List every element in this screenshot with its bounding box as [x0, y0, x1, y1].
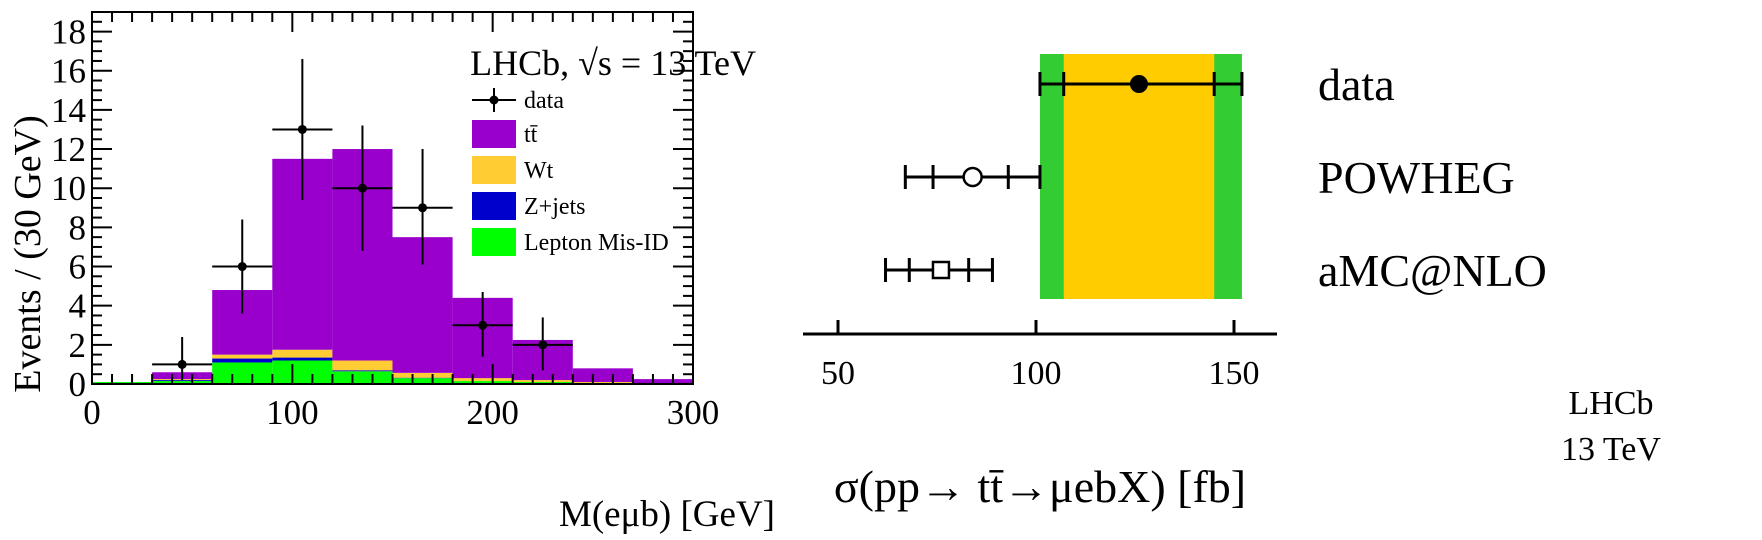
x-tick-label: 0	[83, 393, 101, 432]
y-tick-label: 8	[69, 208, 87, 247]
legend-label-1: Wt	[524, 158, 554, 184]
corner-text-lhcb: LHCb	[1569, 385, 1654, 422]
experiment-annotation: LHCb, √s = 13 TeV	[470, 43, 756, 83]
cross-section-panel: 50 100 150 data POWHEG aMC@NLO σ(pp→ tt̄→μeb…	[803, 54, 1661, 512]
bar-lepton-mis-id-2	[212, 362, 273, 384]
bar-wt-8	[572, 382, 633, 384]
bar-z-jets-4	[332, 370, 393, 372]
legend: data tt̄ Wt Z+jets Lepton Mis-ID	[472, 88, 669, 256]
bar-wt-4	[332, 360, 393, 371]
marker-powheg	[962, 166, 983, 188]
summary-x-tick-label: 100	[1011, 355, 1062, 392]
x-tick-label: 100	[266, 393, 319, 432]
bar-wt-7	[512, 380, 573, 383]
legend-swatch-0	[472, 120, 516, 148]
bar-z-jets-3	[272, 357, 333, 361]
x-axis-ticks: 0 100 200 300	[83, 12, 719, 432]
measurement-band	[1039, 54, 1242, 299]
data-point	[177, 359, 187, 369]
bar-wt-2	[212, 354, 273, 359]
y-axis-label: Events / (30 GeV)	[7, 115, 49, 393]
bar-z-jets-1	[152, 380, 213, 382]
bar-wt-6	[452, 378, 513, 382]
legend-label-0: tt̄	[524, 122, 538, 148]
bar-wt-3	[272, 349, 333, 358]
data-point	[538, 340, 548, 350]
bar-lepton-mis-id-6	[452, 381, 513, 384]
y-tick-label: 6	[69, 248, 87, 287]
marker-amc-nlo	[931, 260, 951, 280]
y-tick-label: 18	[51, 13, 86, 52]
legend-label-2: Z+jets	[524, 194, 586, 220]
data-points	[152, 58, 573, 381]
summary-points	[884, 72, 1244, 282]
y-tick-label: 16	[51, 52, 86, 91]
x-tick-label: 200	[466, 393, 519, 432]
y-tick-label: 10	[51, 169, 86, 208]
corner-text-energy: 13 TeV	[1561, 431, 1661, 468]
summary-x-tick-label: 150	[1209, 355, 1260, 392]
label-amc-nlo: aMC@NLO	[1318, 245, 1547, 296]
bar-t-t-8	[572, 368, 633, 383]
y-tick-label: 0	[69, 365, 87, 404]
data-point	[297, 124, 307, 134]
stacked-bars	[92, 149, 693, 384]
data-point	[418, 203, 428, 213]
label-powheg: POWHEG	[1318, 152, 1515, 203]
legend-swatch-3	[472, 228, 516, 256]
legend-label-3: Lepton Mis-ID	[524, 230, 669, 256]
bar-wt-5	[392, 372, 453, 378]
x-axis-label: M(eμb) [GeV]	[559, 494, 775, 535]
band-stat-uncertainty	[1063, 54, 1215, 299]
bar-lepton-mis-id-1	[152, 381, 213, 384]
legend-swatch-1	[472, 156, 516, 184]
bar-lepton-mis-id-5	[392, 378, 453, 384]
bar-lepton-mis-id-4	[332, 371, 393, 384]
summary-x-tick-label: 50	[821, 355, 855, 392]
bar-lepton-mis-id-3	[272, 360, 333, 384]
y-tick-label: 14	[51, 91, 86, 130]
legend-label-data: data	[524, 88, 564, 114]
y-tick-label: 2	[69, 326, 87, 365]
y-tick-label: 12	[51, 130, 86, 169]
marker-data	[1129, 75, 1148, 93]
bar-t-t-9	[632, 379, 693, 384]
data-point	[357, 183, 367, 193]
data-point	[478, 320, 488, 330]
summary-x-axis-label: σ(pp→ tt̄→μebX) [fb]	[834, 461, 1246, 512]
bar-z-jets-2	[212, 358, 273, 363]
x-tick-label: 300	[667, 393, 720, 432]
data-point	[237, 262, 247, 272]
legend-swatch-2	[472, 192, 516, 220]
legend-data-marker	[489, 95, 499, 105]
summary-labels: data POWHEG aMC@NLO	[1318, 59, 1547, 296]
y-tick-label: 4	[69, 287, 87, 326]
summary-x-axis: 50 100 150	[803, 320, 1277, 392]
label-data: data	[1318, 59, 1395, 110]
